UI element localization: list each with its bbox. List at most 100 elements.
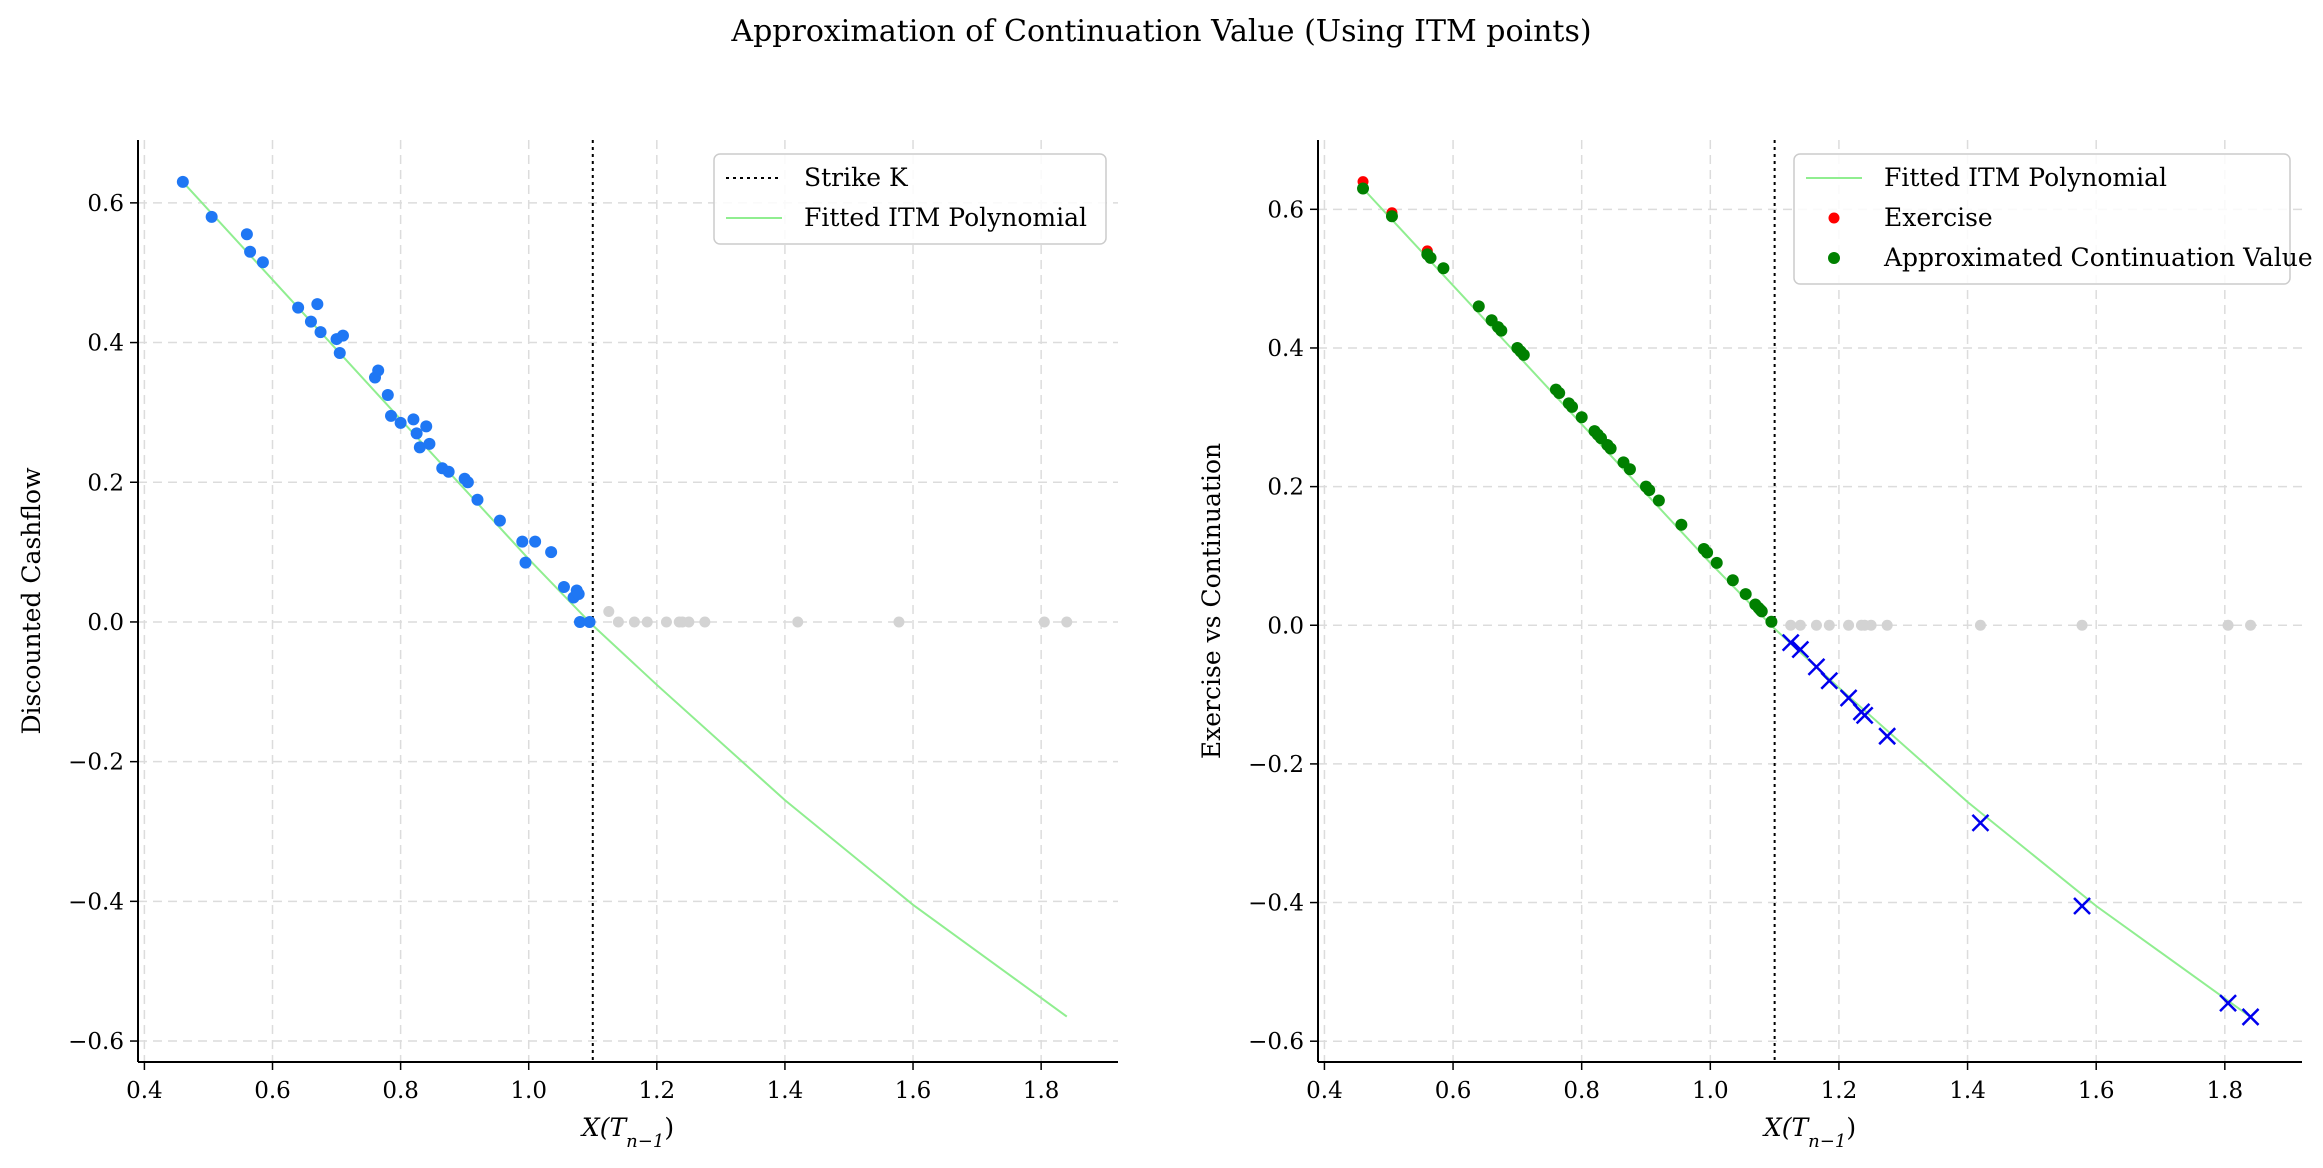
right-panel: 0.4 0.6 0.8 1.0 1.2 1.4 1.6 1.8 −0.6 −0.4 −0.2 0.0 0… (1197, 140, 2313, 1152)
y-tick-label: 0.0 (87, 610, 124, 636)
x-marker-stroke (1820, 671, 1839, 690)
otm-point (628, 616, 640, 628)
itm-point (385, 409, 398, 422)
x-tick-label: 0.4 (1306, 1078, 1343, 1104)
legend-entry-label: Approximated Continuation Value (1883, 243, 2313, 272)
legend-handle-exercise (1828, 212, 1840, 224)
x-axis-label: X(Tn−1) (1762, 1113, 1856, 1152)
x-marker-stroke (1781, 633, 1800, 652)
itm-point (423, 437, 436, 450)
otm-continuation-x-marker (1791, 640, 1810, 659)
x-tick-label: 1.4 (767, 1078, 804, 1104)
figure-suptitle: Approximation of Continuation Value (Usi… (731, 14, 1592, 49)
x-tick-label: 1.6 (895, 1078, 932, 1104)
x-marker-stroke (1971, 813, 1990, 832)
x-tick-label: 1.8 (2207, 1078, 2244, 1104)
x-marker-stroke (2073, 897, 2091, 915)
continuation-point (1623, 463, 1636, 476)
legend-entry-label: Fitted ITM Polynomial (804, 203, 1087, 232)
otm-continuation-x-marker (1878, 727, 1897, 746)
otm-continuation-x-marker (1781, 633, 1800, 652)
continuation-point (1424, 251, 1437, 264)
otm-point (1810, 619, 1822, 631)
continuation-point (1517, 348, 1530, 361)
continuation-point (1604, 442, 1617, 455)
itm-point (410, 427, 423, 440)
continuation-point (1652, 494, 1665, 507)
otm-point (1843, 619, 1855, 631)
itm-point (529, 535, 542, 548)
itm-point (545, 546, 558, 559)
x-tick-label: 1.8 (1023, 1078, 1060, 1104)
x-tick-label: 0.6 (1435, 1078, 1472, 1104)
continuation-point (1575, 411, 1588, 424)
x-marker-stroke (2219, 994, 2237, 1012)
otm-point (2076, 619, 2088, 631)
continuation-point (1710, 556, 1723, 569)
itm-point (176, 175, 189, 188)
y-tick-label: −0.4 (1248, 891, 1304, 917)
x-tick-label: 0.6 (254, 1078, 291, 1104)
otm-point (683, 616, 695, 628)
itm-point (572, 588, 585, 601)
x-tick-label: 1.4 (1949, 1078, 1986, 1104)
continuation-point (1726, 574, 1739, 587)
itm-point (304, 315, 317, 328)
legend: Fitted ITM Polynomial Exercise Approximate… (1793, 153, 2313, 285)
otm-point (699, 616, 711, 628)
itm-point (314, 326, 327, 339)
fitted-polynomial-line (1362, 187, 2252, 1018)
x-marker-stroke (1791, 640, 1810, 659)
x-tick-label: 1.2 (639, 1078, 676, 1104)
legend-handle-continuation (1828, 252, 1840, 264)
otm-point (1038, 616, 1050, 628)
otm-point (2222, 619, 2234, 631)
x-marker-stroke (2241, 1008, 2260, 1026)
otm-continuation-x-marker (2073, 897, 2091, 915)
continuation-point (1357, 182, 1370, 195)
itm-point (292, 301, 305, 314)
otm-point (641, 616, 653, 628)
otm-point (792, 616, 804, 628)
itm-point (336, 329, 349, 342)
continuation-point (1553, 387, 1566, 400)
otm-continuation-x-marker (2241, 1008, 2260, 1026)
legend-entry-label: Fitted ITM Polynomial (1884, 163, 2167, 192)
y-axis-label: Exercise vs Continuation (1197, 443, 1226, 759)
y-tick-label: 0.0 (1267, 613, 1304, 639)
otm-point (1785, 619, 1797, 631)
itm-point (557, 581, 570, 594)
otm-point (1823, 619, 1835, 631)
otm-point (1865, 619, 1877, 631)
legend-entry-label: Strike K (804, 163, 909, 192)
otm-continuation-x-marker (1807, 657, 1826, 676)
itm-point (311, 298, 324, 311)
x-tick-label: 1.6 (2078, 1078, 2115, 1104)
itm-point (205, 210, 218, 223)
y-tick-label: −0.2 (68, 750, 124, 776)
otm-point (1794, 619, 1806, 631)
y-tick-label: 0.6 (87, 191, 124, 217)
itm-point (244, 245, 257, 258)
otm-continuation-x-marker (2219, 994, 2237, 1012)
otm-continuation-x-marker (1820, 671, 1839, 690)
otm-continuation-x-marker (1839, 689, 1858, 707)
y-tick-label: −0.6 (68, 1029, 124, 1055)
itm-point (519, 556, 532, 569)
continuation-point (1755, 605, 1768, 618)
x-tick-label: 1.0 (510, 1078, 547, 1104)
y-tick-label: −0.6 (1248, 1029, 1304, 1055)
itm-point (407, 413, 420, 426)
itm-point (413, 441, 426, 454)
y-tick-label: 0.4 (87, 331, 124, 357)
otm-point (603, 605, 615, 617)
x-tick-label: 1.2 (1821, 1078, 1858, 1104)
y-tick-label: −0.4 (68, 889, 124, 915)
itm-point (471, 493, 484, 506)
continuation-point (1437, 262, 1450, 275)
x-marker-stroke (1878, 727, 1897, 746)
x-tick-label: 0.4 (126, 1078, 163, 1104)
itm-point (461, 476, 474, 489)
legend-entry-label: Exercise (1884, 203, 1993, 232)
